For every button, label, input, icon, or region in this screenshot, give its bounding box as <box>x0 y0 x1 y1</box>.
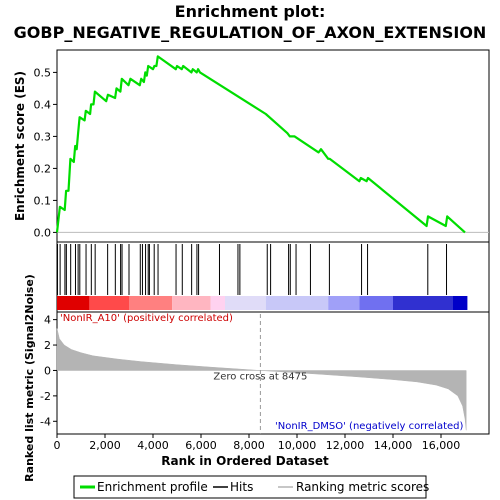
rank-y-tick-label: 2 <box>44 339 51 352</box>
x-axis-ticks: 0 2,000 4,000 6,000 8,000 10,000 12,000 14,000 1… <box>54 434 461 452</box>
rank-y-tick-label: 4 <box>44 314 51 327</box>
heat-bar-segment <box>393 296 453 310</box>
rank-panel-frame <box>56 311 490 435</box>
heat-bar-segment <box>453 296 468 310</box>
es-line-group <box>55 55 466 234</box>
es-y-tick-label: 0.2 <box>34 162 52 175</box>
rank-y-tick-label: -2 <box>40 390 51 403</box>
es-y-axis-ticks: 0.0 0.1 0.2 0.3 0.4 0.5 <box>34 66 57 239</box>
es-y-tick-label: 0.0 <box>34 226 52 239</box>
x-tick-label: 10,000 <box>278 439 317 452</box>
zero-cross-label: Zero cross at 8475 <box>213 371 307 382</box>
x-tick-label: 8,000 <box>233 439 265 452</box>
chart-title-line-1: Enrichment plot: <box>175 2 326 21</box>
positive-correlation-label: 'NonIR_A10' (positively correlated) <box>60 313 233 324</box>
legend-label-enrichment: Enrichment profile <box>97 480 208 494</box>
es-y-tick-label: 0.4 <box>34 98 52 111</box>
heat-bar-segment <box>359 296 393 310</box>
x-tick-label: 14,000 <box>374 439 413 452</box>
es-y-tick-label: 0.1 <box>34 194 52 207</box>
rank-y-tick-label: -4 <box>40 415 51 428</box>
legend-label-ranking: Ranking metric scores <box>296 480 429 494</box>
es-line <box>55 55 466 234</box>
legend-label-hits: Hits <box>230 480 253 494</box>
es-y-tick-label: 0.3 <box>34 130 52 143</box>
rank-y-axis-label: Ranked list metric (Signal2Noise) <box>23 274 36 482</box>
negative-correlation-label: 'NonIR_DMSO' (negatively correlated) <box>275 421 463 432</box>
heat-bar-group <box>57 296 468 310</box>
rank-y-axis-ticks: 4 2 0 -2 -4 <box>40 314 57 428</box>
x-tick-label: 0 <box>54 439 61 452</box>
chart-title-line-2: GOBP_NEGATIVE_REGULATION_OF_AXON_EXTENSI… <box>14 23 487 42</box>
heat-bar-segment <box>265 296 329 310</box>
hits-group <box>56 244 448 295</box>
legend-box <box>73 475 427 499</box>
x-tick-label: 2,000 <box>89 439 121 452</box>
heat-bar-segment <box>129 296 173 310</box>
rank-area-group <box>56 328 467 431</box>
x-tick-label: 4,000 <box>137 439 169 452</box>
heat-bar-segment <box>89 296 129 310</box>
heat-bar-segment <box>328 296 360 310</box>
ranking-metric-area <box>56 328 467 431</box>
heat-bar-segment <box>172 296 211 310</box>
x-tick-label: 12,000 <box>326 439 365 452</box>
x-tick-label: 16,000 <box>422 439 461 452</box>
heat-bar-segment <box>57 296 90 310</box>
x-axis-label: Rank in Ordered Dataset <box>161 454 329 468</box>
heat-bar-segment <box>210 296 225 310</box>
es-y-tick-label: 0.5 <box>34 66 52 79</box>
es-y-axis-label: Enrichment score (ES) <box>13 71 27 221</box>
x-tick-label: 6,000 <box>185 439 217 452</box>
rank-y-tick-label: 0 <box>44 364 51 377</box>
heat-bar-segment <box>225 296 266 310</box>
